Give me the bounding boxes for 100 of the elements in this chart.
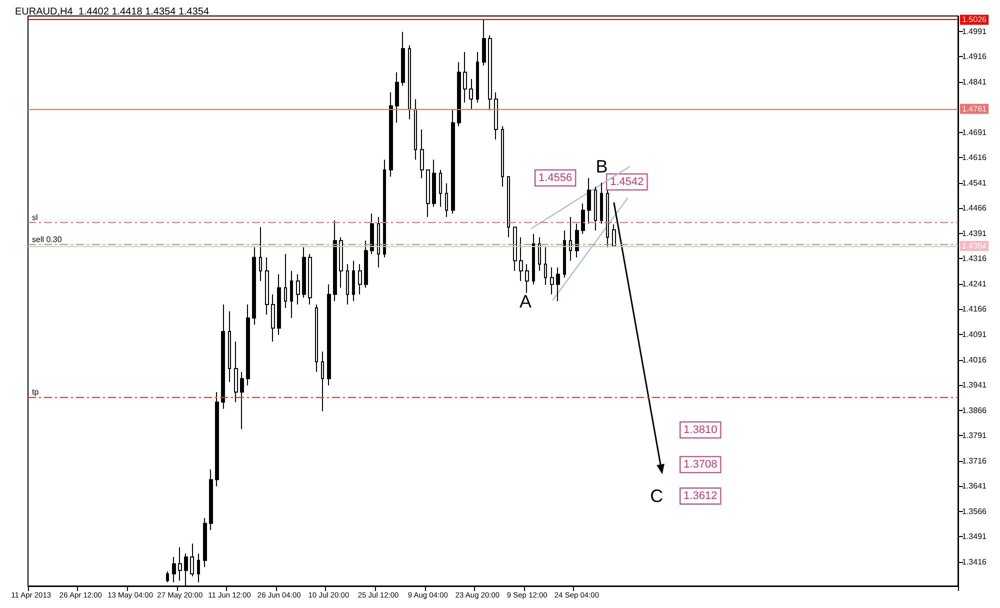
candlestick	[463, 52, 467, 104]
annotation: 1.3708	[684, 458, 718, 471]
candlestick	[383, 159, 386, 258]
y-tick-label: 1.4991	[962, 26, 988, 36]
candlestick	[600, 182, 603, 224]
candlestick	[315, 304, 318, 372]
ref-line-label: sl	[32, 213, 38, 222]
y-tick-label: 1.4241	[962, 280, 988, 288]
candlestick	[259, 226, 262, 282]
candlestick	[228, 310, 231, 382]
candlestick	[544, 246, 547, 286]
y-tick-label: 1.3491	[962, 532, 988, 542]
y-tick-label: 1.4316	[962, 254, 988, 264]
candlestick	[358, 264, 362, 295]
candlestick	[352, 260, 355, 302]
candlestick	[420, 128, 424, 179]
candlestick	[364, 240, 368, 288]
candlestick	[414, 98, 417, 160]
candlestick	[581, 203, 585, 234]
candlestick	[488, 34, 492, 111]
candlestick	[501, 126, 504, 188]
candlestick	[525, 264, 529, 294]
y-tick-label: 1.3641	[962, 482, 988, 491]
ref-line-label: 1.5026	[962, 15, 988, 24]
ref-line-label: 1.4354	[962, 241, 988, 250]
y-tick-label: 1.4616	[962, 153, 988, 162]
candlestick	[252, 246, 256, 326]
candlestick	[532, 233, 535, 285]
candlestick	[550, 267, 554, 295]
annotation: A	[520, 292, 532, 312]
candlestick	[401, 31, 405, 86]
candlestick	[395, 72, 399, 124]
candlestick	[284, 254, 287, 308]
candlestick	[277, 274, 281, 336]
candlestick	[265, 256, 269, 316]
y-tick-label: 1.3791	[962, 431, 988, 440]
candlestick	[451, 108, 455, 214]
y-tick-label: 1.3716	[962, 456, 988, 466]
candlestick	[594, 186, 597, 231]
candlestick	[519, 236, 523, 282]
candlestick	[246, 304, 250, 386]
candlestick	[426, 169, 430, 218]
candlestick	[575, 223, 579, 258]
annotation: 1.3612	[684, 490, 718, 502]
y-tick-label: 1.4016	[962, 355, 988, 364]
candlestick	[408, 44, 411, 120]
ref-line-label: sell 0.30	[32, 234, 62, 244]
candlestick	[563, 230, 566, 278]
candlestick	[538, 236, 541, 272]
y-tick-label: 1.3566	[962, 506, 988, 516]
annotation: B	[596, 156, 608, 176]
candlestick	[302, 246, 306, 298]
candlestick	[271, 294, 275, 342]
candlestick	[457, 62, 461, 127]
ref-line-label: 1.4761	[962, 104, 988, 114]
candlestick	[197, 553, 200, 583]
y-tick-label: 1.4541	[962, 178, 988, 188]
candlestick	[327, 284, 331, 386]
candlestick	[166, 571, 169, 583]
candlestick	[476, 52, 479, 104]
candlestick	[308, 254, 312, 306]
candlestick	[439, 169, 442, 208]
annotation: C	[650, 486, 664, 506]
candlestick	[513, 226, 517, 272]
y-tick-label: 1.4691	[962, 128, 988, 137]
candlestick	[190, 543, 194, 577]
candlestick	[432, 159, 436, 208]
annotation: 1.4556	[538, 172, 572, 184]
candlestick	[178, 546, 182, 582]
candlestick	[346, 264, 349, 306]
y-tick-label: 1.4166	[962, 304, 988, 314]
y-tick-label: 1.4916	[962, 52, 988, 62]
candlestick	[221, 304, 225, 410]
candlestick	[172, 556, 176, 583]
ref-line-label: tp	[32, 387, 40, 396]
candlestick	[234, 341, 238, 403]
candlestick	[333, 220, 337, 302]
candlestick	[556, 267, 560, 302]
annotation: 1.3810	[684, 424, 718, 436]
candlestick	[370, 213, 374, 255]
y-tick-label: 1.4391	[962, 228, 988, 238]
candlestick	[507, 176, 510, 238]
candlestick	[296, 274, 300, 306]
y-tick-label: 1.4466	[962, 204, 988, 213]
candlestick	[612, 224, 616, 246]
y-tick-label: 1.3941	[962, 380, 988, 390]
candlestick	[209, 469, 213, 531]
candlestick	[339, 236, 343, 288]
y-tick-label: 1.3416	[962, 557, 988, 566]
candlestick	[569, 216, 572, 262]
y-tick-label: 1.3866	[962, 406, 988, 415]
candlestick	[587, 177, 591, 224]
candlestick	[469, 78, 473, 110]
y-tick-label: 1.4841	[962, 77, 988, 86]
candlestick	[445, 182, 448, 218]
candlestick	[321, 351, 324, 412]
candlestick	[377, 216, 380, 268]
candlestick	[494, 92, 498, 140]
candlestick	[240, 371, 244, 430]
candlestick	[482, 19, 486, 66]
